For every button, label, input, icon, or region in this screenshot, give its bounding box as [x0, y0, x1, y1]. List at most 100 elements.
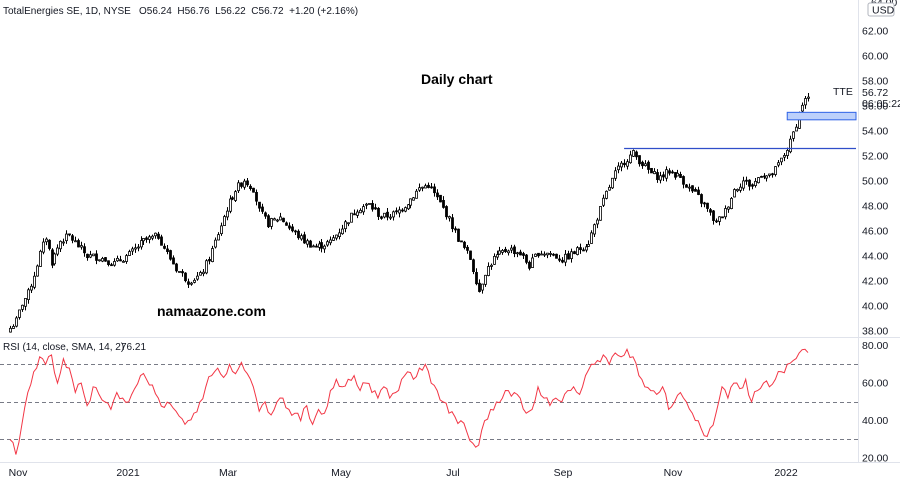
candle-body: [350, 212, 353, 223]
candle-body: [273, 218, 276, 221]
candle-body: [270, 218, 273, 227]
candle-body: [463, 241, 466, 248]
candle-body: [15, 317, 18, 327]
price-tick-label: 60.00: [862, 51, 888, 63]
candle-body: [288, 225, 291, 229]
rsi-line[interactable]: [9, 348, 809, 455]
candle-body: [30, 285, 33, 291]
candle-body: [279, 216, 282, 221]
time-tick-label: Jul: [446, 467, 459, 479]
candle-body: [579, 247, 582, 251]
candle-body: [481, 283, 484, 291]
candle-body: [765, 175, 768, 179]
candle-body: [525, 254, 528, 263]
candle-body: [715, 220, 718, 223]
candlestick-series[interactable]: [9, 93, 810, 333]
candle-body: [733, 189, 736, 198]
symbol-label[interactable]: TotalEnergies SE, 1D, NYSE: [3, 6, 131, 17]
time-tick-label: Sep: [554, 467, 573, 479]
candle-body: [312, 245, 315, 248]
watermark-annotation[interactable]: namaazone.com: [157, 303, 266, 319]
price-axis[interactable]: 38.00 40.00 42.00 44.00 46.00 48.00 50.00 52.00…: [862, 26, 888, 338]
candle-body: [303, 234, 306, 244]
candle-body: [659, 175, 662, 181]
candle-body: [593, 224, 596, 235]
candle-body: [656, 172, 659, 181]
candle-body: [18, 309, 21, 318]
candle-body: [104, 257, 107, 262]
rsi-indicator-label[interactable]: RSI (14, close, SMA, 14, 2): [3, 342, 124, 353]
candle-body: [172, 257, 175, 265]
candle-body: [344, 221, 347, 230]
candle-body: [157, 233, 160, 239]
candle-body: [163, 245, 166, 249]
chart-title-annotation[interactable]: Daily chart: [421, 71, 493, 87]
candle-body: [148, 236, 151, 240]
candle-body: [409, 198, 412, 206]
candle-body: [546, 252, 549, 256]
candle-body: [691, 185, 694, 192]
candle-body: [552, 253, 555, 256]
candle-body: [374, 207, 377, 210]
rsi-tick-label: 80.00: [862, 340, 888, 352]
candle-body: [208, 258, 211, 262]
supply-zone-box[interactable]: [786, 111, 857, 121]
candle-body: [110, 264, 113, 267]
candle-body: [249, 185, 252, 190]
candle-body: [323, 245, 326, 250]
candle-body: [718, 216, 721, 222]
candle-body: [599, 206, 602, 221]
candle-body: [362, 206, 365, 213]
candle-body: [700, 194, 703, 204]
currency-label: USD: [872, 5, 895, 17]
candle-body: [721, 216, 724, 219]
price-tick-label: 62.00: [862, 26, 888, 38]
candle-body: [564, 253, 567, 263]
candle-body: [389, 216, 392, 219]
candle-body: [623, 162, 626, 166]
rsi-tick-label: 40.00: [862, 415, 888, 427]
candle-body: [341, 228, 344, 235]
candle-body: [134, 247, 137, 250]
candle-body: [653, 171, 656, 175]
candle-body: [140, 240, 143, 248]
candle-body: [501, 250, 504, 253]
price-tick-label: 40.00: [862, 300, 888, 312]
candle-body: [676, 172, 679, 177]
candle-body: [258, 201, 261, 209]
candle-body: [709, 209, 712, 213]
candle-body: [590, 232, 593, 244]
candle-body: [647, 161, 650, 170]
candle-body: [142, 238, 145, 242]
candle-body: [119, 259, 122, 262]
candle-body: [356, 211, 359, 216]
candle-body: [401, 209, 404, 212]
rsi-tick-label: 20.00: [862, 453, 888, 465]
candle-body: [662, 174, 665, 178]
candle-body: [291, 226, 294, 232]
candle-body: [166, 248, 169, 252]
candle-body: [748, 179, 751, 187]
rsi-axis[interactable]: 20.00 40.00 60.00 80.00: [862, 340, 888, 465]
candle-body: [160, 236, 163, 246]
candle-body: [783, 155, 786, 158]
candle-body: [59, 240, 62, 250]
candle-body: [433, 186, 436, 194]
candle-body: [264, 212, 267, 217]
currency-badge[interactable]: [867, 2, 895, 17]
candle-body: [9, 327, 12, 333]
candle-body: [347, 222, 350, 225]
candle-body: [490, 264, 493, 267]
candle-body: [92, 253, 95, 257]
candle-body: [83, 246, 86, 254]
candle-body: [56, 247, 59, 255]
candle-body: [697, 189, 700, 195]
candle-body: [706, 202, 709, 209]
time-axis[interactable]: Nov 2021 Mar May Jul Sep Nov 2022: [9, 467, 798, 479]
candle-body: [768, 173, 771, 176]
candle-body: [685, 184, 688, 188]
candle-body: [576, 247, 579, 255]
candle-body: [567, 253, 570, 260]
price-tick-label: 48.00: [862, 200, 888, 212]
candle-body: [122, 260, 125, 263]
